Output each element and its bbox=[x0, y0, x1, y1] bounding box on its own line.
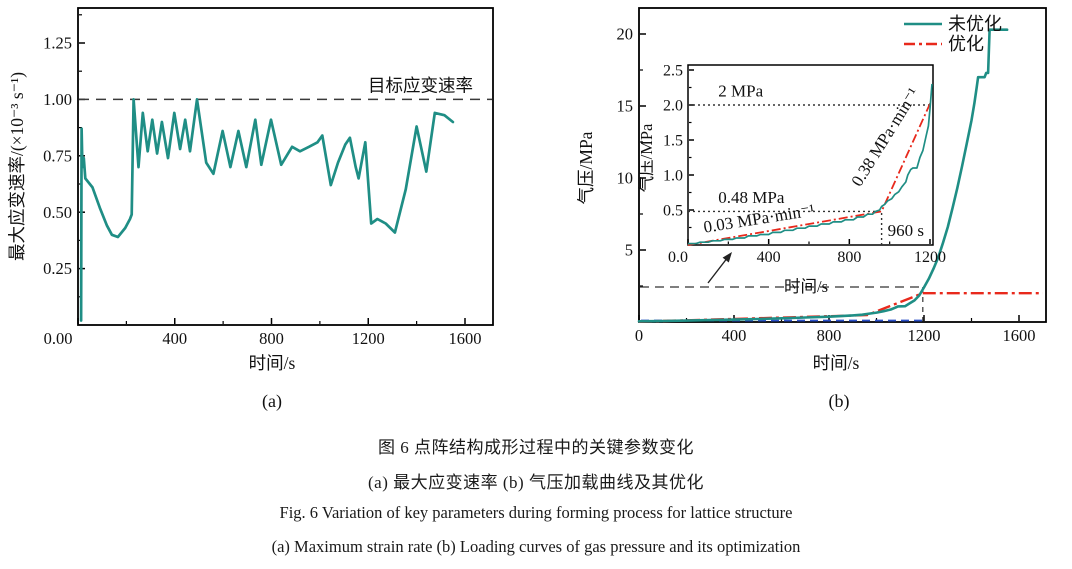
caption-cn-title: 图 6 点阵结构成形过程中的关键参数变化 bbox=[378, 438, 694, 457]
series-line-unoptimized bbox=[637, 28, 1009, 323]
x-tick-label: 0 bbox=[635, 326, 643, 345]
y-tick-label: 15 bbox=[617, 97, 634, 116]
inset-y-axis-label: 气压/MPa bbox=[637, 123, 656, 192]
y-tick-label: 0.5 bbox=[663, 202, 683, 219]
y-tick-label: 1.5 bbox=[663, 132, 683, 149]
legend-label-unoptimized: 未优化 bbox=[948, 14, 1002, 34]
plot-border bbox=[638, 7, 1047, 323]
x-tick-label: 1200 bbox=[352, 329, 385, 348]
y-tick-label: 5 bbox=[625, 241, 633, 260]
legend-label-optimized: 优化 bbox=[948, 34, 984, 54]
caption-cn-sub: (a) 最大应变速率 (b) 气压加载曲线及其优化 bbox=[368, 473, 704, 492]
y-tick-label: 1.00 bbox=[43, 90, 72, 109]
panel-label-b: (b) bbox=[829, 391, 850, 412]
x-tick-label: 800 bbox=[259, 329, 284, 348]
chart-a-strain-rate: 0.00 400 800 1200 1600 0.25 0.50 0.75 1.00 1.25 目标… bbox=[7, 7, 494, 412]
inset-background bbox=[688, 65, 933, 245]
caption-en-title: Fig. 6 Variation of key parameters durin… bbox=[279, 503, 793, 522]
y-tick-label: 10 bbox=[617, 169, 634, 188]
x-tick-label: 800 bbox=[817, 326, 842, 345]
series-line-max-strain-rate bbox=[79, 98, 455, 322]
inset-series-optimized bbox=[687, 101, 932, 246]
series-line-optimized bbox=[638, 292, 1043, 323]
inset-annotation-4: 960 s bbox=[888, 221, 924, 240]
x-axis-label-a: 时间/s bbox=[249, 353, 296, 373]
inset-annotation-0: 2 MPa bbox=[718, 82, 763, 101]
panel-label-a: (a) bbox=[262, 391, 282, 412]
x-tick-label: 800 bbox=[837, 249, 861, 266]
x-tick-label: 1600 bbox=[1003, 326, 1036, 345]
inset-x-axis-label: 时间/s bbox=[784, 277, 828, 296]
x-tick-label: 400 bbox=[757, 249, 781, 266]
y-axis-label-a: 最大应变速率/(×10⁻³ s⁻¹) bbox=[7, 72, 27, 261]
y-axis-label-b: 气压/MPa bbox=[576, 131, 596, 204]
x-tick-label: 400 bbox=[722, 326, 747, 345]
y-tick-label: 1.0 bbox=[663, 167, 683, 184]
y-tick-label: 0.75 bbox=[43, 146, 72, 165]
inset-series-unoptimized bbox=[688, 83, 933, 245]
y-tick-label: 1.25 bbox=[43, 34, 72, 53]
plot-border bbox=[687, 64, 934, 246]
inset-callout-arrow bbox=[707, 256, 729, 284]
x-axis-label-b: 时间/s bbox=[813, 353, 860, 373]
plot-border bbox=[77, 7, 494, 326]
x-tick-label: 1200 bbox=[914, 249, 946, 266]
y-tick-label: 2.5 bbox=[663, 62, 683, 79]
y-tick-label: 0.50 bbox=[43, 203, 72, 222]
x-tick-label: 0.00 bbox=[44, 329, 73, 348]
target-strain-rate-label: 目标应变速率 bbox=[368, 75, 473, 95]
x-tick-label: 0.0 bbox=[668, 249, 688, 266]
x-tick-label: 1200 bbox=[908, 326, 941, 345]
x-tick-label: 400 bbox=[162, 329, 187, 348]
y-tick-label: 20 bbox=[617, 25, 634, 44]
caption-en-sub: (a) Maximum strain rate (b) Loading curv… bbox=[271, 537, 801, 556]
y-tick-label: 2.0 bbox=[663, 97, 683, 114]
y-tick-label: 0.25 bbox=[43, 259, 72, 278]
inset-annotation-1: 0.48 MPa bbox=[718, 188, 785, 207]
inset-callout-arrowhead bbox=[722, 252, 732, 263]
x-tick-label: 1600 bbox=[449, 329, 482, 348]
